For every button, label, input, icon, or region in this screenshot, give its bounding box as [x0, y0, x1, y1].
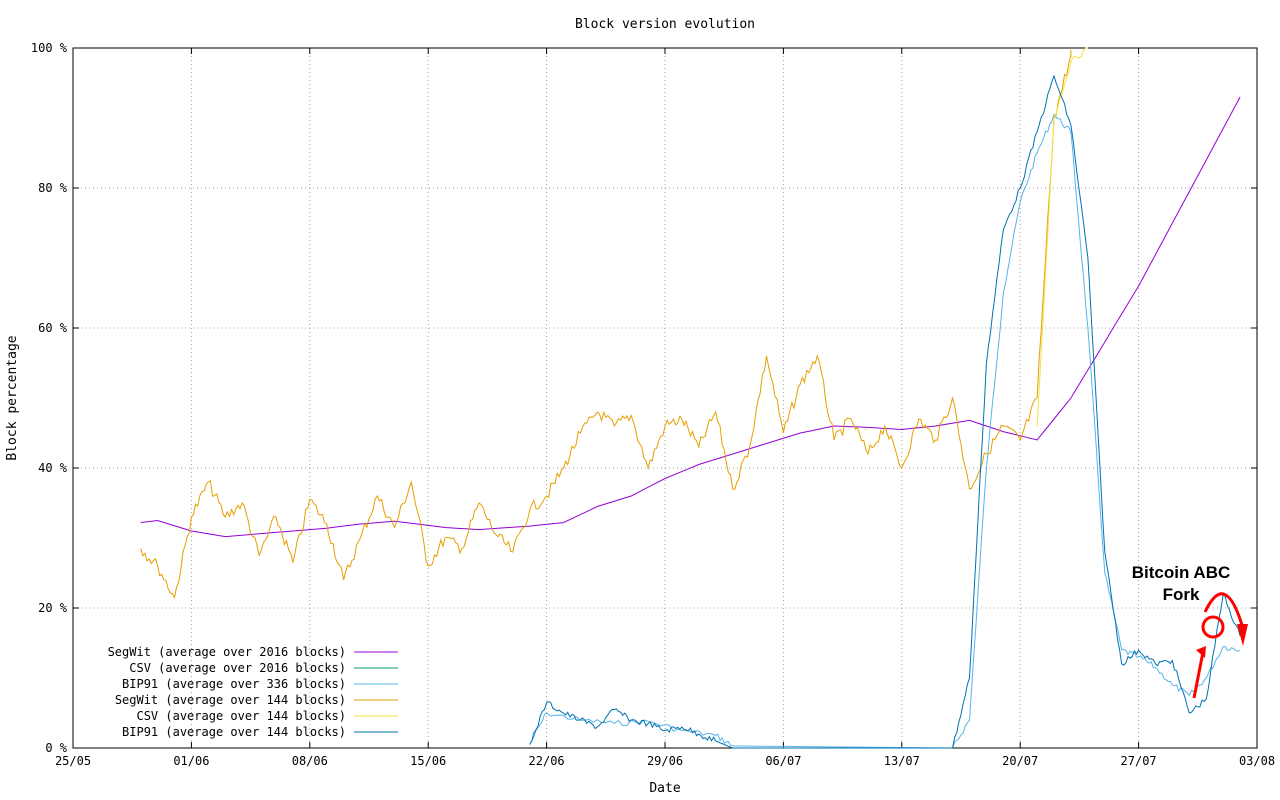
- annotation-line-2: Fork: [1163, 585, 1200, 604]
- annotation-arrow-up-head: [1196, 646, 1206, 658]
- series-line-3: [140, 49, 1072, 599]
- y-tick-label: 60 %: [38, 321, 68, 335]
- x-tick-label: 13/07: [884, 754, 920, 768]
- y-tick-label: 20 %: [38, 601, 68, 615]
- x-axis-label: Date: [649, 781, 680, 796]
- y-tick-label: 100 %: [31, 41, 68, 55]
- x-tick-label: 08/06: [292, 754, 328, 768]
- x-tick-label: 29/06: [647, 754, 683, 768]
- x-tick-label: 06/07: [765, 754, 801, 768]
- legend-label-0: SegWit (average over 2016 blocks): [108, 645, 346, 659]
- y-axis-label: Block percentage: [5, 335, 20, 460]
- legend-label-4: CSV (average over 144 blocks): [136, 709, 346, 723]
- chart-title: Block version evolution: [575, 17, 755, 32]
- grid-lines: [73, 48, 1257, 748]
- legend: SegWit (average over 2016 blocks) CSV (av…: [108, 645, 398, 739]
- x-tick-label: 15/06: [410, 754, 446, 768]
- x-tick-label: 25/05: [55, 754, 91, 768]
- series-line-0: [140, 96, 1241, 538]
- x-tick-label: 22/06: [529, 754, 565, 768]
- annotation-arrow-curve: [1203, 592, 1244, 626]
- y-tick-label: 40 %: [38, 461, 68, 475]
- axis-ticks: 25/05 01/06 08/06 15/06 22/06 29/06 06/07 13/07…: [31, 41, 1275, 768]
- annotation-line-1: Bitcoin ABC: [1132, 563, 1231, 582]
- x-tick-label: 01/06: [173, 754, 209, 768]
- legend-label-3: SegWit (average over 144 blocks): [115, 693, 346, 707]
- y-tick-label: 0 %: [45, 741, 67, 755]
- x-tick-label: 27/07: [1121, 754, 1157, 768]
- annotation-arrow-curve-head: [1237, 624, 1248, 646]
- series-lines: [140, 47, 1241, 749]
- fork-annotation: Bitcoin ABC Fork: [1132, 563, 1248, 699]
- annotation-arrow-up: [1192, 651, 1205, 699]
- x-tick-label: 20/07: [1002, 754, 1038, 768]
- annotation-circle: [1201, 615, 1225, 639]
- series-line-5: [529, 74, 1241, 749]
- legend-label-2: BIP91 (average over 336 blocks): [122, 677, 346, 691]
- x-tick-label: 03/08: [1239, 754, 1275, 768]
- series-line-2: [529, 113, 1241, 749]
- y-tick-label: 80 %: [38, 181, 68, 195]
- legend-label-1: CSV (average over 2016 blocks): [129, 661, 346, 675]
- series-line-4: [1036, 47, 1088, 427]
- legend-label-5: BIP91 (average over 144 blocks): [122, 725, 346, 739]
